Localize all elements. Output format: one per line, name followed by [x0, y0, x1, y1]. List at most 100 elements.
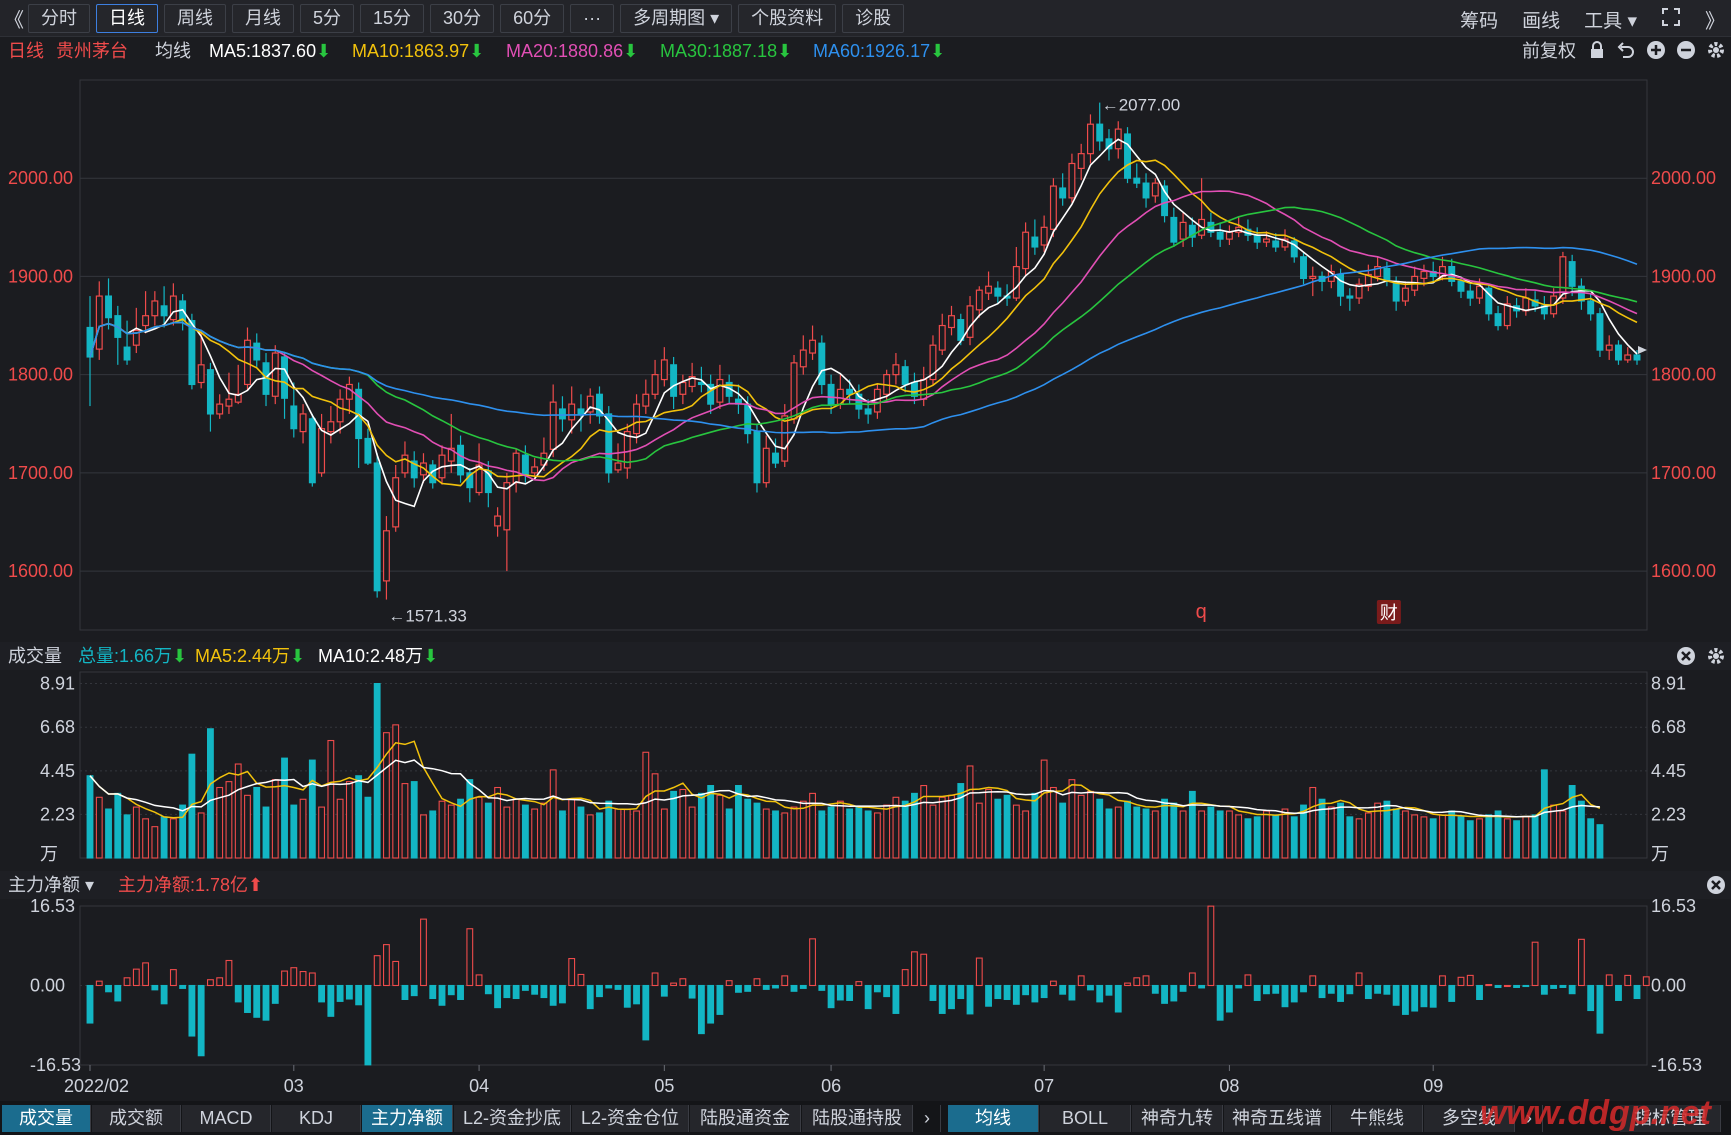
tabs-scroll-right-icon[interactable]: ›	[914, 1105, 941, 1132]
flow-bar-outflow	[966, 984, 974, 1015]
volume-bar-up	[1439, 814, 1446, 859]
flow-panel-header: 主力净额 ▾ 主力净额:1.78亿⬆	[0, 871, 1731, 899]
tab-15min[interactable]: 15分	[360, 4, 425, 33]
adjust-mode[interactable]: 前复权	[1522, 41, 1576, 61]
volume-tick-left: 8.91	[40, 674, 75, 694]
volume-bar-down	[846, 808, 854, 859]
tabs-scroll-icon[interactable]: ›	[1516, 1105, 1543, 1132]
candle-down	[1466, 290, 1474, 299]
volume-bar-down	[410, 781, 418, 859]
tab-bull-bear-line[interactable]: 牛熊线	[1332, 1105, 1423, 1132]
volume-bar-up	[938, 796, 946, 859]
volume-bar-down	[1272, 814, 1280, 859]
candle-up	[1355, 283, 1363, 299]
tab-30min[interactable]: 30分	[430, 4, 495, 33]
left-collapse-icon[interactable]: 《	[4, 10, 24, 32]
tab-5min[interactable]: 5分	[300, 4, 355, 33]
tab-60min[interactable]: 60分	[500, 4, 565, 33]
draw-button[interactable]: 画线	[1522, 11, 1561, 32]
close-flow-icon[interactable]	[1706, 875, 1726, 903]
tools-dropdown[interactable]: 工具 ▾	[1584, 11, 1637, 32]
watermark: www.ddgp.net	[1479, 1094, 1711, 1132]
settings-gear-icon[interactable]	[1706, 40, 1726, 68]
stock-profile-button[interactable]: 个股资料	[738, 4, 837, 33]
tab-northbound-holding[interactable]: 陆股通持股	[802, 1105, 913, 1132]
undo-icon[interactable]	[1616, 40, 1636, 68]
ma-menu[interactable]: 均线	[155, 41, 191, 61]
flow-bar-outflow	[892, 984, 900, 1014]
candle-up	[447, 447, 455, 462]
candle-down	[457, 444, 465, 476]
multi-period-dropdown[interactable]: 多周期图 ▾	[620, 4, 733, 33]
candle-up	[1022, 231, 1030, 270]
flow-bar-outflow	[957, 984, 965, 1000]
candle-up	[623, 431, 631, 469]
candle-up	[1401, 287, 1409, 302]
flow-bar-inflow	[1309, 975, 1317, 987]
fullscreen-icon[interactable]	[1661, 7, 1681, 33]
flow-bar-outflow	[179, 984, 187, 989]
volume-bar-up	[873, 812, 881, 859]
tab-ma[interactable]: 均线	[948, 1105, 1039, 1132]
volume-bar-up	[216, 786, 224, 859]
diagnose-button[interactable]: 诊股	[842, 4, 905, 33]
period-label: 日线	[8, 41, 44, 61]
flow-bar-inflow	[420, 918, 427, 987]
candle-up	[95, 295, 103, 350]
kline-chart[interactable]: 2000.00 2000.00 1900.00 1900.00 1800.00 1800.…	[0, 0, 1731, 1100]
flow-bar-inflow	[809, 938, 816, 987]
volume-bar-down	[207, 728, 214, 859]
tab-l2-position[interactable]: L2-资金仓位	[572, 1105, 689, 1132]
candle-down	[596, 393, 603, 417]
tab-macd[interactable]: MACD	[182, 1105, 271, 1132]
candle-up	[985, 285, 993, 294]
more-periods-button[interactable]: ···	[570, 4, 615, 33]
tab-monthly[interactable]: 月线	[232, 4, 294, 33]
tab-main-net-flow[interactable]: 主力净额	[362, 1105, 453, 1132]
tab-long-short-line[interactable]: 多空线	[1424, 1105, 1515, 1132]
tab-weekly[interactable]: 周线	[164, 4, 226, 33]
close-volume-icon[interactable]	[1676, 646, 1696, 674]
flow-bar-outflow	[1420, 984, 1428, 1008]
tab-northbound-flow[interactable]: 陆股通资金	[690, 1105, 801, 1132]
tab-magic-five-line[interactable]: 神奇五线谱	[1224, 1105, 1331, 1132]
tab-volume[interactable]: 成交量	[2, 1105, 91, 1132]
flow-bar-outflow	[1281, 984, 1289, 1008]
volume-bar-down	[744, 798, 752, 859]
tab-intraday[interactable]: 分时	[28, 4, 90, 33]
zoom-in-icon[interactable]	[1646, 40, 1666, 68]
chips-button[interactable]: 筹码	[1460, 11, 1499, 32]
volume-settings-icon[interactable]	[1706, 646, 1726, 674]
x-tick-label: 05	[654, 1076, 674, 1096]
zoom-out-icon[interactable]	[1676, 40, 1696, 68]
flow-bar-outflow	[1300, 984, 1307, 993]
volume-bar-up	[447, 804, 455, 859]
flow-bar-outflow	[1633, 984, 1641, 1000]
flow-bar-outflow	[1550, 984, 1558, 989]
candle-down	[281, 356, 289, 399]
indicator-manage-button[interactable]: 指标管理	[1620, 1105, 1721, 1132]
flow-tick-right: 16.53	[1651, 896, 1696, 916]
flow-bar-inflow	[1133, 977, 1141, 987]
right-collapse-icon[interactable]: 》	[1705, 11, 1725, 33]
volume-title[interactable]: 成交量	[8, 646, 62, 666]
tab-magic-nine[interactable]: 神奇九转	[1132, 1105, 1223, 1132]
tab-daily[interactable]: 日线	[96, 4, 158, 33]
tab-boll[interactable]: BOLL	[1040, 1105, 1131, 1132]
volume-bar-up	[142, 818, 150, 859]
flow-title-dropdown[interactable]: 主力净额 ▾	[8, 875, 95, 895]
tab-kdj[interactable]: KDJ	[272, 1105, 361, 1132]
flow-bar-outflow	[262, 984, 270, 1021]
volume-bar-down	[827, 806, 835, 859]
tab-l2-bottom-fishing[interactable]: L2-资金抄底	[454, 1105, 571, 1132]
period-selector: 《 分时 日线 周线 月线 5分 15分 30分 60分 ··· 多周期图 ▾ …	[4, 4, 905, 33]
flow-bar-outflow	[447, 984, 455, 996]
volume-bar-down	[1448, 810, 1456, 859]
flow-bar-outflow	[1161, 984, 1168, 1004]
tab-turnover[interactable]: 成交额	[92, 1105, 181, 1132]
volume-bar-down	[1457, 816, 1465, 859]
flow-bar-outflow	[1476, 984, 1483, 1000]
lock-icon[interactable]	[1589, 40, 1605, 68]
volume-bar-up	[271, 779, 279, 859]
flow-bar-outflow	[244, 984, 251, 1013]
